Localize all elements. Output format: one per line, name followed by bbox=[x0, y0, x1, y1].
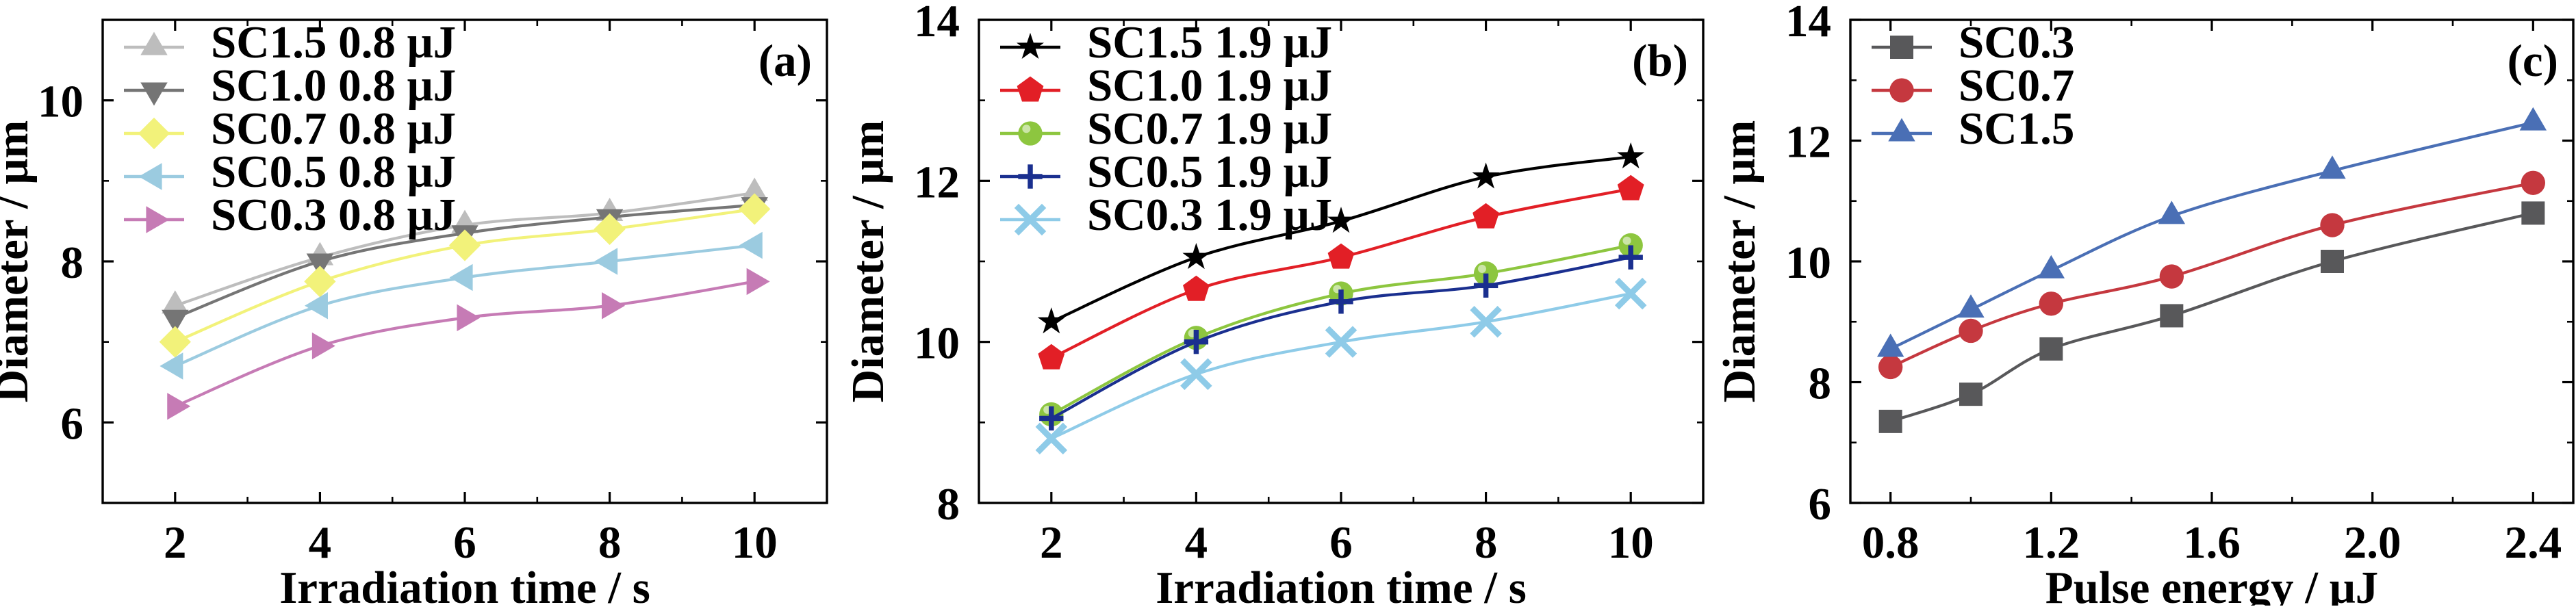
svg-text:SC1.5: SC1.5 bbox=[1959, 103, 2074, 154]
svg-text:10: 10 bbox=[1785, 237, 1831, 288]
svg-text:2: 2 bbox=[1040, 517, 1063, 568]
svg-text:SC0.3 0.8 μJ: SC0.3 0.8 μJ bbox=[211, 190, 456, 240]
svg-text:10: 10 bbox=[1608, 517, 1654, 568]
svg-text:4: 4 bbox=[309, 517, 332, 568]
svg-text:0.8: 0.8 bbox=[1862, 517, 1920, 568]
svg-text:(c): (c) bbox=[2508, 36, 2558, 86]
svg-text:(a): (a) bbox=[758, 36, 812, 86]
svg-text:10: 10 bbox=[38, 77, 84, 127]
svg-text:2.0: 2.0 bbox=[2344, 517, 2401, 568]
svg-text:6: 6 bbox=[1329, 517, 1353, 568]
svg-text:6: 6 bbox=[61, 398, 84, 449]
svg-text:8: 8 bbox=[937, 479, 960, 530]
svg-text:10: 10 bbox=[732, 517, 778, 568]
svg-text:6: 6 bbox=[453, 517, 476, 568]
svg-text:10: 10 bbox=[914, 318, 960, 369]
svg-text:2.4: 2.4 bbox=[2504, 517, 2562, 568]
svg-text:12: 12 bbox=[1785, 117, 1831, 168]
svg-text:2: 2 bbox=[164, 517, 187, 568]
svg-text:4: 4 bbox=[1185, 517, 1208, 568]
svg-text:8: 8 bbox=[1809, 359, 1832, 409]
svg-text:8: 8 bbox=[598, 517, 622, 568]
svg-text:(b): (b) bbox=[1632, 36, 1688, 86]
svg-text:6: 6 bbox=[1809, 479, 1832, 530]
svg-text:Irradiation time / s: Irradiation time / s bbox=[1156, 562, 1527, 606]
svg-text:1.2: 1.2 bbox=[2022, 517, 2080, 568]
svg-text:8: 8 bbox=[1475, 517, 1498, 568]
svg-text:Irradiation time / s: Irradiation time / s bbox=[279, 562, 650, 606]
svg-text:Diameter / μm: Diameter / μm bbox=[843, 120, 893, 403]
svg-text:14: 14 bbox=[914, 0, 960, 47]
svg-text:SC0.3 1.9 μJ: SC0.3 1.9 μJ bbox=[1087, 190, 1332, 240]
svg-text:8: 8 bbox=[61, 237, 84, 288]
svg-text:Pulse energy / μJ: Pulse energy / μJ bbox=[2045, 562, 2378, 606]
svg-text:14: 14 bbox=[1785, 0, 1831, 47]
svg-text:Diameter / μm: Diameter / μm bbox=[1714, 120, 1765, 403]
svg-text:12: 12 bbox=[914, 157, 960, 207]
svg-text:1.6: 1.6 bbox=[2183, 517, 2241, 568]
svg-text:Diameter / μm: Diameter / μm bbox=[0, 120, 38, 403]
